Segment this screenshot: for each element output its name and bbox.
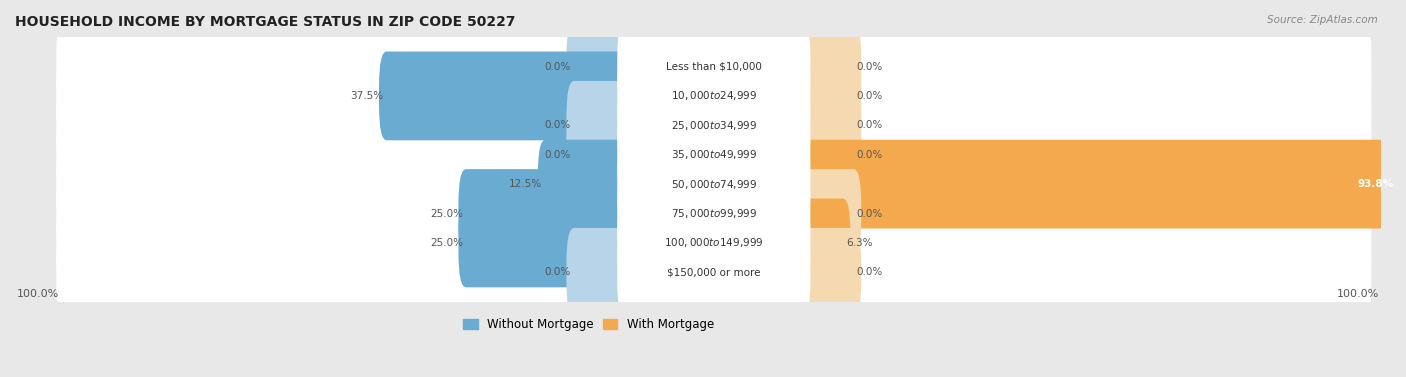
FancyBboxPatch shape bbox=[796, 140, 1406, 228]
FancyBboxPatch shape bbox=[56, 11, 1371, 123]
Text: $75,000 to $99,999: $75,000 to $99,999 bbox=[671, 207, 756, 220]
Text: $35,000 to $49,999: $35,000 to $49,999 bbox=[671, 148, 756, 161]
Text: 100.0%: 100.0% bbox=[1337, 290, 1379, 299]
Text: $100,000 to $149,999: $100,000 to $149,999 bbox=[664, 236, 763, 250]
Text: 6.3%: 6.3% bbox=[846, 238, 873, 248]
FancyBboxPatch shape bbox=[56, 187, 1371, 299]
Text: $25,000 to $34,999: $25,000 to $34,999 bbox=[671, 119, 756, 132]
Text: 37.5%: 37.5% bbox=[350, 91, 384, 101]
FancyBboxPatch shape bbox=[380, 52, 633, 140]
FancyBboxPatch shape bbox=[56, 158, 1371, 270]
FancyBboxPatch shape bbox=[617, 81, 810, 170]
FancyBboxPatch shape bbox=[567, 22, 633, 111]
Text: 0.0%: 0.0% bbox=[856, 120, 883, 130]
FancyBboxPatch shape bbox=[458, 199, 633, 287]
FancyBboxPatch shape bbox=[567, 228, 633, 317]
Text: 0.0%: 0.0% bbox=[856, 208, 883, 219]
FancyBboxPatch shape bbox=[796, 199, 851, 287]
FancyBboxPatch shape bbox=[796, 81, 862, 170]
FancyBboxPatch shape bbox=[617, 52, 810, 140]
Text: 0.0%: 0.0% bbox=[856, 150, 883, 160]
FancyBboxPatch shape bbox=[617, 228, 810, 317]
FancyBboxPatch shape bbox=[796, 52, 862, 140]
Text: 25.0%: 25.0% bbox=[430, 208, 463, 219]
FancyBboxPatch shape bbox=[56, 69, 1371, 181]
Text: 0.0%: 0.0% bbox=[856, 267, 883, 277]
FancyBboxPatch shape bbox=[567, 110, 633, 199]
FancyBboxPatch shape bbox=[617, 199, 810, 287]
FancyBboxPatch shape bbox=[56, 128, 1371, 240]
Text: Source: ZipAtlas.com: Source: ZipAtlas.com bbox=[1267, 15, 1378, 25]
FancyBboxPatch shape bbox=[617, 140, 810, 228]
Text: 12.5%: 12.5% bbox=[509, 179, 543, 189]
FancyBboxPatch shape bbox=[56, 40, 1371, 152]
FancyBboxPatch shape bbox=[56, 216, 1371, 328]
FancyBboxPatch shape bbox=[458, 169, 633, 258]
Text: 0.0%: 0.0% bbox=[544, 120, 571, 130]
Legend: Without Mortgage, With Mortgage: Without Mortgage, With Mortgage bbox=[458, 313, 718, 336]
Text: 0.0%: 0.0% bbox=[544, 267, 571, 277]
FancyBboxPatch shape bbox=[567, 81, 633, 170]
FancyBboxPatch shape bbox=[617, 169, 810, 258]
FancyBboxPatch shape bbox=[796, 169, 862, 258]
FancyBboxPatch shape bbox=[538, 140, 633, 228]
Text: $50,000 to $74,999: $50,000 to $74,999 bbox=[671, 178, 756, 191]
Text: Less than $10,000: Less than $10,000 bbox=[666, 61, 762, 72]
Text: $10,000 to $24,999: $10,000 to $24,999 bbox=[671, 89, 756, 103]
Text: 25.0%: 25.0% bbox=[430, 238, 463, 248]
FancyBboxPatch shape bbox=[796, 110, 862, 199]
FancyBboxPatch shape bbox=[617, 22, 810, 111]
Text: 0.0%: 0.0% bbox=[544, 61, 571, 72]
FancyBboxPatch shape bbox=[796, 228, 862, 317]
Text: 0.0%: 0.0% bbox=[856, 91, 883, 101]
Text: 93.8%: 93.8% bbox=[1357, 179, 1393, 189]
Text: HOUSEHOLD INCOME BY MORTGAGE STATUS IN ZIP CODE 50227: HOUSEHOLD INCOME BY MORTGAGE STATUS IN Z… bbox=[15, 15, 516, 29]
Text: 0.0%: 0.0% bbox=[856, 61, 883, 72]
FancyBboxPatch shape bbox=[796, 22, 862, 111]
Text: 0.0%: 0.0% bbox=[544, 150, 571, 160]
FancyBboxPatch shape bbox=[617, 110, 810, 199]
Text: 100.0%: 100.0% bbox=[17, 290, 59, 299]
Text: $150,000 or more: $150,000 or more bbox=[666, 267, 761, 277]
FancyBboxPatch shape bbox=[56, 99, 1371, 211]
